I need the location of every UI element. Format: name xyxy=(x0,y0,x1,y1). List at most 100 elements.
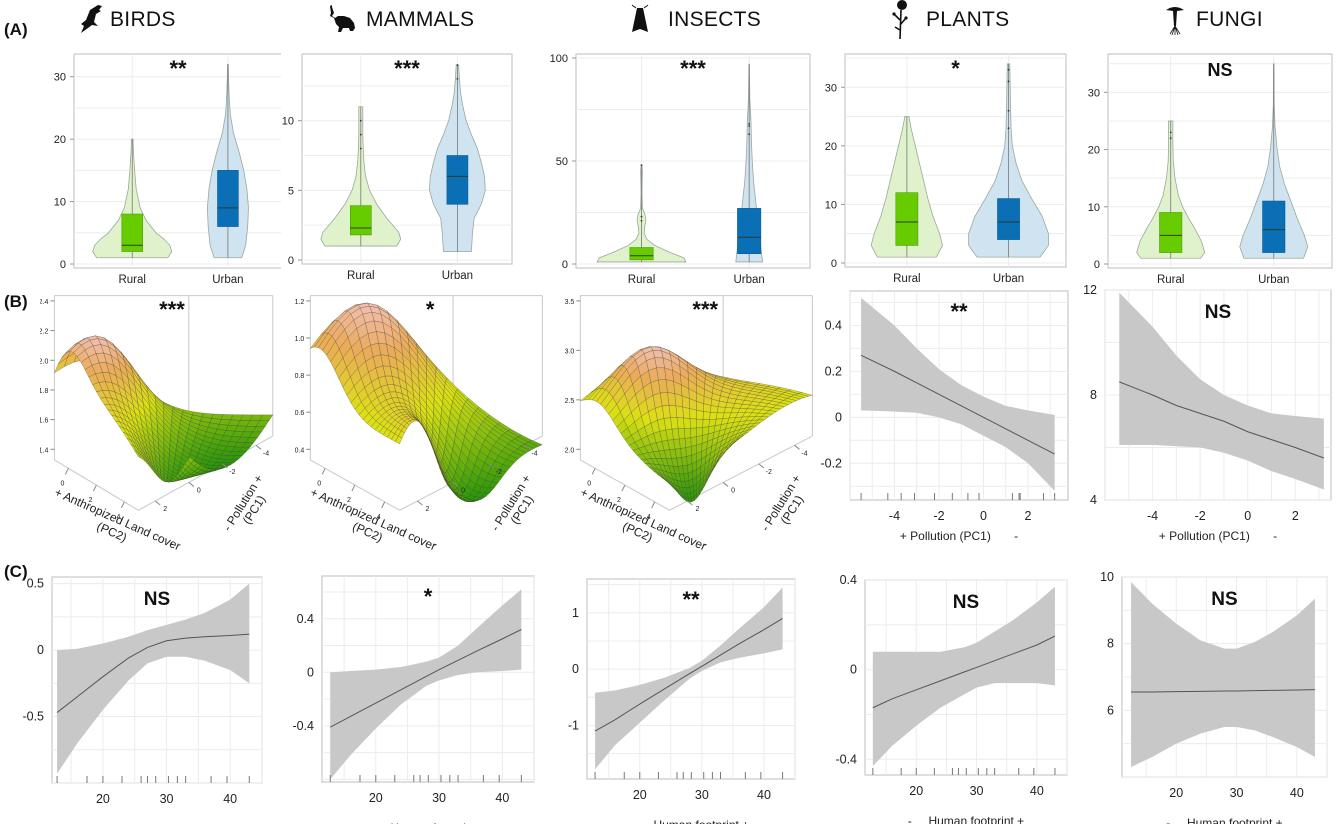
y-tick-label: -4 xyxy=(801,450,807,457)
x-axis-label: + Pollution (PC1) - xyxy=(900,529,1018,543)
outlier-point xyxy=(748,133,750,135)
y-tick-label: 0 xyxy=(831,258,837,270)
rural-box xyxy=(896,193,918,246)
z-tick-label: 0.6 xyxy=(295,410,304,417)
y-tick-label: 10 xyxy=(825,199,837,211)
y-tick-label: 20 xyxy=(54,134,66,146)
y-tick-label: -4 xyxy=(263,450,269,457)
y-tick-label: 0 xyxy=(37,643,44,657)
x-tick-label: 20 xyxy=(633,788,647,802)
taxon-title-birds: BIRDS xyxy=(110,8,176,32)
y-tick-label: 0.5 xyxy=(27,577,44,591)
x-tick-label: -4 xyxy=(889,509,900,523)
outlier-point xyxy=(1008,127,1010,129)
surface-facet xyxy=(679,438,686,448)
y-tick-label: 20 xyxy=(1088,145,1100,157)
significance-label: ** xyxy=(950,299,968,324)
significance-label: * xyxy=(426,297,435,322)
outlier-point xyxy=(457,64,459,66)
surface-facet xyxy=(671,418,679,429)
surface-facet xyxy=(690,419,697,429)
significance-label: * xyxy=(951,56,960,81)
surface-facet xyxy=(690,428,696,438)
y-tick-label: 0.2 xyxy=(825,364,842,378)
significance-label: *** xyxy=(394,56,420,81)
surface-facet xyxy=(675,394,683,407)
flower-silhouette-icon xyxy=(888,0,912,45)
surface-facet xyxy=(710,412,718,419)
significance-label: NS xyxy=(1207,60,1232,80)
y-tick-label: -4 xyxy=(531,450,537,457)
surface-facet xyxy=(669,405,677,417)
x-tick-label: 30 xyxy=(160,792,174,806)
y-tick-label: 20 xyxy=(825,141,837,153)
surface-facet xyxy=(684,418,691,428)
outlier-point xyxy=(1008,81,1010,83)
urban-box xyxy=(997,199,1019,240)
surface-facet xyxy=(710,406,718,413)
y-tick-label: 4 xyxy=(1090,493,1097,507)
x-tick xyxy=(121,502,124,508)
x-tick-label: 2 xyxy=(1292,509,1299,523)
surface-facet xyxy=(684,428,691,438)
x-axis-label: - Human footprint + xyxy=(633,818,749,824)
y-tick-label: 0 xyxy=(731,487,735,494)
surface-facet xyxy=(703,412,710,420)
significance-label: *** xyxy=(680,56,706,81)
surface-facet xyxy=(687,455,692,465)
y-tick-label: 10 xyxy=(1088,202,1100,214)
x-axis-label-group: + Anthropized Land cover(PC2) xyxy=(302,485,438,550)
x-axis-label: - Human footprint + xyxy=(1166,816,1282,824)
x-tick-label: 20 xyxy=(369,791,383,805)
x-tick-label: 30 xyxy=(432,791,446,805)
y-tick-label: 1 xyxy=(572,606,579,620)
x-category-label: Rural xyxy=(118,274,145,285)
x-tick xyxy=(622,485,625,491)
y-tick-label: 0 xyxy=(850,663,857,677)
x-tick-label: 30 xyxy=(970,784,984,798)
z-tick-label: 3.5 xyxy=(565,299,574,306)
y-tick-label: -0.5 xyxy=(22,710,44,724)
y-tick-label: 10 xyxy=(1100,570,1114,584)
outlier-point xyxy=(1170,137,1172,139)
x-category-label: Urban xyxy=(1258,274,1289,285)
y-tick-label: -2 xyxy=(766,469,772,476)
x-category-label: Rural xyxy=(628,274,655,285)
x-tick-label: 20 xyxy=(1169,786,1183,800)
y-tick-label: 30 xyxy=(825,82,837,94)
z-tick-label: 2.4 xyxy=(40,299,49,306)
x-category-label: Urban xyxy=(212,274,243,285)
surface-facet xyxy=(678,428,685,438)
surface-facet xyxy=(690,409,697,419)
y-tick xyxy=(723,482,728,486)
hare-silhouette-icon xyxy=(328,4,358,39)
x-tick-label: 40 xyxy=(223,792,237,806)
rural-box xyxy=(350,206,371,235)
x-axis-suffix: - xyxy=(170,538,174,550)
y-tick-label: 5 xyxy=(288,185,294,197)
significance-label: NS xyxy=(953,592,979,613)
x-category-label: Rural xyxy=(347,270,374,282)
x-category-label: Urban xyxy=(993,273,1024,285)
y-tick-label: -0.4 xyxy=(835,752,857,766)
outlier-point xyxy=(1008,110,1010,112)
outlier-point xyxy=(641,220,643,222)
y-tick-label: 8 xyxy=(1090,388,1097,402)
x-category-label: Urban xyxy=(733,274,764,285)
surface-facet xyxy=(676,406,684,418)
